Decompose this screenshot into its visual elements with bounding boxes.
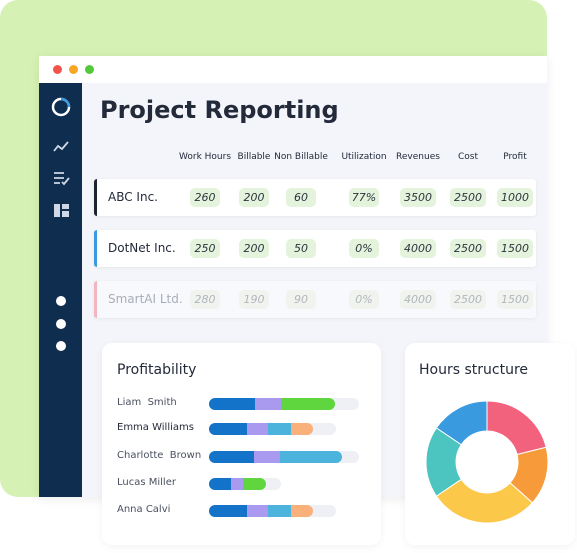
bar-segment <box>209 505 247 517</box>
value-pill: 200 <box>239 188 269 207</box>
value-pill: 2500 <box>450 188 486 207</box>
value-pill: 1500 <box>497 290 533 309</box>
nav-icon[interactable] <box>54 172 70 186</box>
value-pill: 77% <box>349 188 379 207</box>
nav-dot[interactable] <box>56 296 66 306</box>
card-title: Hours structure <box>419 362 528 378</box>
bar-segment <box>209 398 255 410</box>
logo-accent <box>60 97 71 108</box>
donut-chart <box>425 400 549 524</box>
value-pill: 50 <box>286 239 316 258</box>
value-pill: 190 <box>239 290 269 309</box>
person-name: Anna Calvi <box>117 504 171 515</box>
column-header: Work Hours <box>178 152 232 162</box>
window-dot[interactable] <box>69 65 78 74</box>
value-pill: 2500 <box>450 290 486 309</box>
card-title: Profitability <box>117 362 197 378</box>
bar-segment <box>254 451 280 463</box>
value-pill: 0% <box>349 239 379 258</box>
bar-segment <box>247 505 268 517</box>
person-name: Emma Williams <box>117 422 194 433</box>
nav-dot[interactable] <box>56 341 66 351</box>
bar-segment <box>247 423 268 435</box>
value-pill: 0% <box>349 290 379 309</box>
bar-segment <box>209 478 231 490</box>
bar-segment <box>268 423 291 435</box>
person-name: Charlotte Brown <box>117 450 202 461</box>
company-name: ABC Inc. <box>108 190 158 204</box>
donut-slice <box>435 478 534 524</box>
window-bar <box>39 56 547 83</box>
bar-segment <box>291 423 313 435</box>
bar-segment <box>281 398 335 410</box>
page-title: Project Reporting <box>100 96 339 124</box>
value-pill: 250 <box>190 239 220 258</box>
value-pill: 260 <box>190 188 220 207</box>
value-pill: 3500 <box>400 188 436 207</box>
value-pill: 60 <box>286 188 316 207</box>
column-header: Profit <box>503 152 527 162</box>
column-header: Non Billable <box>274 152 328 162</box>
bar-segment <box>268 505 291 517</box>
nav-dot[interactable] <box>56 319 66 329</box>
value-pill: 200 <box>239 239 269 258</box>
value-pill: 4000 <box>400 239 436 258</box>
value-pill: 4000 <box>400 290 436 309</box>
sidebar <box>39 83 82 497</box>
column-header: Cost <box>457 152 478 162</box>
sidebar-icons <box>51 97 71 351</box>
donut-slice <box>486 400 547 456</box>
person-name: Liam Smith <box>117 397 177 408</box>
value-pill: 2500 <box>450 239 486 258</box>
bar-segment <box>291 505 313 517</box>
bar-segment <box>255 398 281 410</box>
column-header: Utilization <box>341 152 387 162</box>
company-name: DotNet Inc. <box>108 241 176 255</box>
value-pill: 90 <box>286 290 316 309</box>
company-name: SmartAI Ltd. <box>108 292 183 306</box>
window-dot[interactable] <box>53 65 62 74</box>
donut-slice <box>435 400 488 446</box>
value-pill: 280 <box>190 290 220 309</box>
bar-segment <box>243 478 266 490</box>
nav-icon[interactable] <box>54 204 69 217</box>
value-pill: 1000 <box>497 188 533 207</box>
value-pill: 1500 <box>497 239 533 258</box>
window-dot[interactable] <box>85 65 94 74</box>
column-header: Billable <box>237 152 271 162</box>
bar-segment <box>280 451 342 463</box>
nav-icon[interactable] <box>53 141 69 152</box>
bar-segment <box>209 423 247 435</box>
bar-segment <box>231 478 243 490</box>
column-header: Revenues <box>396 152 440 162</box>
person-name: Lucas Miller <box>117 477 176 488</box>
bar-segment <box>209 451 254 463</box>
